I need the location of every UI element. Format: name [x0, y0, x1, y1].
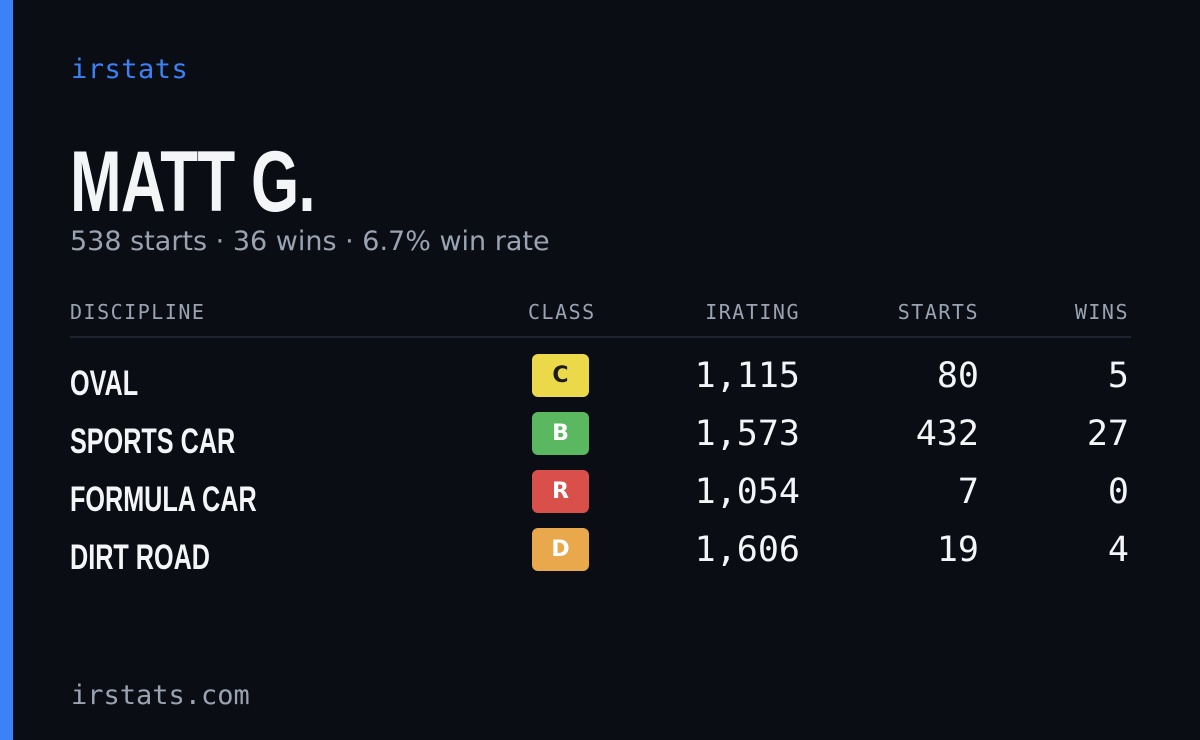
table-body: OVAL C 1,115 80 5 SPORTS CAR B 1,573 432…: [70, 354, 1131, 586]
driver-summary: 538 starts · 36 wins · 6.7% win rate: [70, 226, 550, 257]
accent-bar: [0, 0, 13, 740]
wins-value: 27: [1086, 414, 1129, 454]
discipline-name: FORMULA CAR: [70, 480, 257, 519]
wins-value: 0: [1107, 472, 1129, 512]
header-irating: IRATING: [705, 300, 800, 324]
wins-value: 5: [1107, 356, 1129, 396]
discipline-name: DIRT ROAD: [70, 538, 210, 577]
header-discipline: DISCIPLINE: [70, 300, 206, 324]
table-row: OVAL C 1,115 80 5: [70, 354, 1131, 412]
driver-name: MATT G.: [70, 134, 316, 230]
irating-value: 1,573: [694, 414, 800, 454]
discipline-name: OVAL: [70, 364, 139, 403]
class-badge: B: [532, 412, 589, 455]
footer-url[interactable]: irstats.com: [71, 680, 250, 711]
starts-value: 19: [936, 530, 979, 570]
header-class: CLASS: [528, 300, 596, 324]
table-row: FORMULA CAR R 1,054 7 0: [70, 470, 1131, 528]
starts-value: 7: [957, 472, 979, 512]
brand-logo-text[interactable]: irstats: [71, 54, 189, 85]
class-badge: R: [532, 470, 589, 513]
starts-value: 80: [936, 356, 979, 396]
starts-value: 432: [915, 414, 979, 454]
table-header: DISCIPLINE CLASS IRATING STARTS WINS: [70, 296, 1131, 338]
irating-value: 1,115: [694, 356, 800, 396]
table-row: DIRT ROAD D 1,606 19 4: [70, 528, 1131, 586]
class-badge: C: [532, 354, 589, 397]
wins-value: 4: [1107, 530, 1129, 570]
discipline-name: SPORTS CAR: [70, 422, 236, 461]
table-row: SPORTS CAR B 1,573 432 27: [70, 412, 1131, 470]
stats-table: DISCIPLINE CLASS IRATING STARTS WINS OVA…: [70, 296, 1131, 577]
header-wins: WINS: [1074, 300, 1129, 324]
irating-value: 1,606: [694, 530, 800, 570]
irating-value: 1,054: [694, 472, 800, 512]
header-starts: STARTS: [897, 300, 979, 324]
class-badge: D: [532, 528, 589, 571]
